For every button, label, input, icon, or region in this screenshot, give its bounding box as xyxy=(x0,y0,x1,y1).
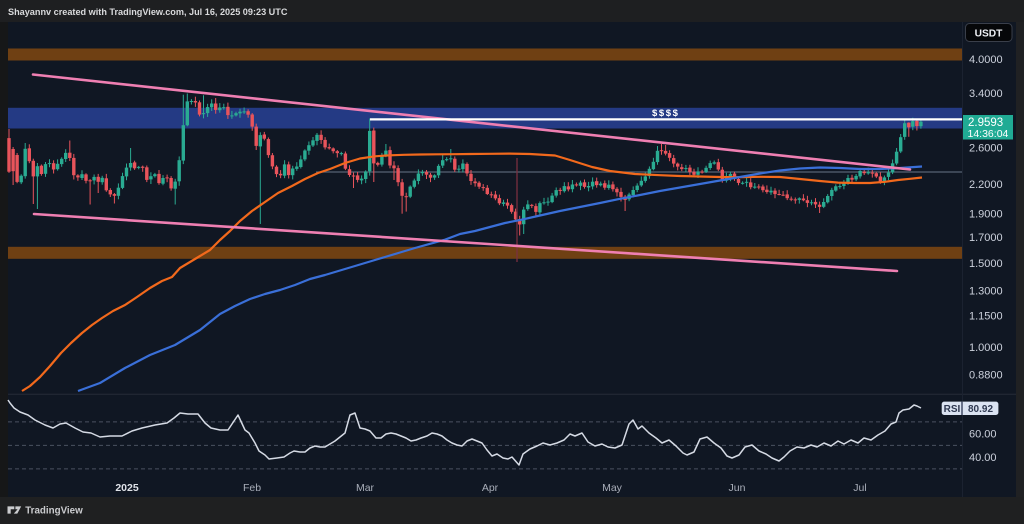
svg-text:0.8800: 0.8800 xyxy=(969,370,1003,382)
svg-text:RSI: RSI xyxy=(944,404,961,415)
svg-text:May: May xyxy=(602,482,623,494)
svg-text:Apr: Apr xyxy=(482,482,499,494)
svg-text:$$$$: $$$$ xyxy=(652,108,680,119)
svg-text:2.6000: 2.6000 xyxy=(969,143,1003,155)
svg-text:Feb: Feb xyxy=(243,482,261,494)
svg-text:4.0000: 4.0000 xyxy=(969,54,1003,66)
svg-text:TradingView: TradingView xyxy=(25,506,83,517)
svg-text:2025: 2025 xyxy=(115,482,139,494)
svg-text:Jul: Jul xyxy=(853,482,866,494)
svg-text:80.92: 80.92 xyxy=(968,404,993,415)
svg-text:3.4000: 3.4000 xyxy=(969,88,1003,100)
svg-text:1.7000: 1.7000 xyxy=(969,232,1003,244)
svg-text:1.3000: 1.3000 xyxy=(969,286,1003,298)
svg-text:Shayannv created with TradingV: Shayannv created with TradingView.com, J… xyxy=(8,7,288,17)
svg-text:Mar: Mar xyxy=(356,482,375,494)
svg-text:1.5000: 1.5000 xyxy=(969,258,1003,270)
svg-text:1.0000: 1.0000 xyxy=(969,342,1003,354)
svg-text:Jun: Jun xyxy=(729,482,746,494)
svg-text:2.9593: 2.9593 xyxy=(968,117,1003,129)
svg-text:14:36:04: 14:36:04 xyxy=(968,128,1009,140)
svg-text:1.9000: 1.9000 xyxy=(969,209,1003,221)
svg-text:2.2000: 2.2000 xyxy=(969,179,1003,191)
svg-text:1.1500: 1.1500 xyxy=(969,311,1003,323)
svg-text:USDT: USDT xyxy=(975,29,1004,40)
svg-text:40.00: 40.00 xyxy=(969,452,997,464)
svg-text:60.00: 60.00 xyxy=(969,429,997,441)
